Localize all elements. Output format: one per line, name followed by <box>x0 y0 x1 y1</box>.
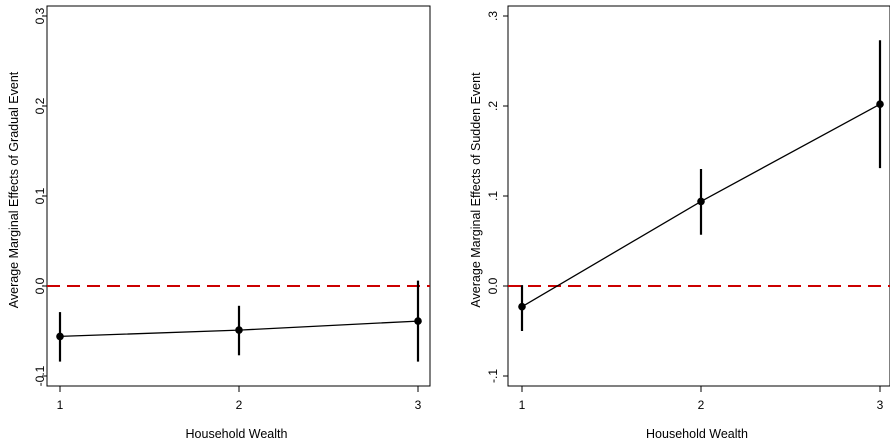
left-panel-gradual-event: -0.1 0.0 0.1 0.2 0.3 1 2 3 Household Wealth Avera… <box>7 5 431 441</box>
y-tick-label: -.1 <box>486 369 500 383</box>
y-axis-label: Average Marginal Effects of Sudden Event <box>469 72 483 308</box>
y-tick-label: .2 <box>486 101 500 111</box>
data-point <box>235 326 243 334</box>
x-axis-label: Household Wealth <box>646 427 748 441</box>
data-point <box>518 302 526 311</box>
plot-frame <box>507 5 890 387</box>
data-point <box>697 197 705 206</box>
y-tick-label: .3 <box>486 11 500 21</box>
x-axis-label: Household Wealth <box>186 427 288 441</box>
x-tick-label: 3 <box>415 398 422 412</box>
y-axis-label: Average Marginal Effects of Gradual Even… <box>7 71 21 308</box>
data-point <box>56 332 64 341</box>
y-tick-label: -0.1 <box>33 365 47 386</box>
y-tick-label: 0.3 <box>33 7 47 24</box>
x-tick-label: 2 <box>236 398 243 412</box>
x-tick-label: 3 <box>877 398 884 412</box>
y-tick-label: 0.2 <box>33 97 47 114</box>
data-point <box>414 317 422 325</box>
y-tick-label: .1 <box>486 191 500 201</box>
x-tick-label: 1 <box>519 398 526 412</box>
y-tick-label: 0.1 <box>33 187 47 204</box>
y-tick-label: 0.0 <box>33 277 47 294</box>
x-tick-label: 2 <box>698 398 705 412</box>
x-tick-label: 1 <box>57 398 64 412</box>
right-panel-sudden-event: -.1 0.0 .1 .2 .3 1 2 3 Household Wealth Average M… <box>469 5 890 441</box>
data-point <box>876 100 884 108</box>
y-tick-label: 0.0 <box>486 277 500 294</box>
